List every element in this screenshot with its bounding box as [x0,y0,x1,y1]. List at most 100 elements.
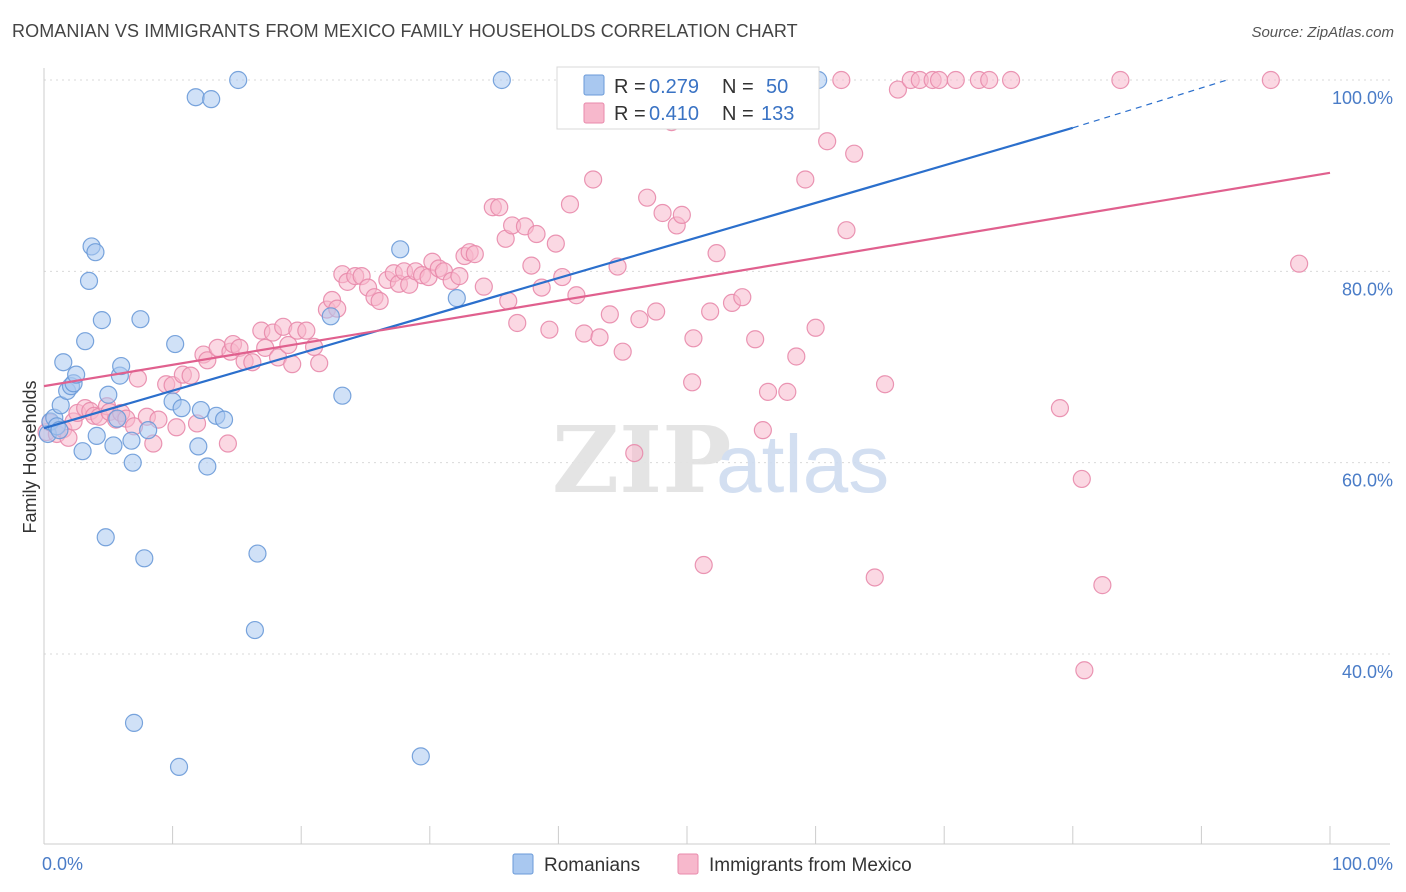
romanians-point [198,457,217,476]
romanians-point [202,90,221,109]
mexico-point [638,188,657,207]
mexico-point [832,70,851,90]
romanians-point [172,399,191,418]
bottom-legend-swatch-romanians [512,853,534,875]
romanians-point [191,400,210,420]
romanians-point [229,70,248,90]
romanians-point [73,442,92,461]
romanians-point [96,528,115,547]
x-tick-label: 100.0% [1332,854,1393,874]
romanians-point [166,334,185,354]
legend-r-value-1: 0.279 [649,76,699,98]
bottom-legend-romanians: Romanians [544,855,640,876]
mexico-trend-line [43,171,1331,388]
trend-lines [43,79,1331,430]
romanians-trend-extension [1072,79,1228,129]
mexico-point [625,444,644,463]
romanians-point [245,620,265,640]
y-tick-label: 60.0% [1342,471,1393,491]
mexico-point [450,267,469,286]
romanians-point [54,353,73,372]
mexico-point [1050,399,1070,418]
watermark-zip: ZIP [552,406,731,514]
mexico-point [297,321,316,340]
mexico-point [753,421,772,440]
romanians-point [86,243,105,262]
chart-title: ROMANIAN VS IMMIGRANTS FROM MEXICO FAMIL… [12,21,798,41]
mexico-point [508,313,527,333]
mexico-point [647,302,666,321]
mexico-point [701,302,720,321]
romanians-point [99,385,118,404]
mexico-point [584,170,603,189]
romanians-point [67,365,86,384]
mexico-point [590,328,609,347]
romanians-point [87,426,106,445]
mexico-point [1290,254,1309,273]
mexico-point [613,342,632,361]
mexico-point [630,310,649,329]
legend-r-label-2: R = [614,103,646,125]
mexico-point [527,224,546,244]
mexico-point [218,434,237,453]
mexico-point [567,286,586,305]
bottom-legend-mexico: Immigrants from Mexico [709,855,912,876]
mexico-point [694,555,713,575]
romanians-point [135,549,154,568]
y-tick-label: 80.0% [1342,279,1393,299]
romanians-point [333,386,352,405]
romanians-trend-line [43,126,1074,430]
y-axis-label: Family Households [20,380,40,533]
mexico-point [167,418,186,437]
mexico-point [796,170,815,189]
mexico-point [980,70,999,90]
series-legend: Romanians Immigrants from Mexico [512,853,912,876]
mexico-point [875,375,895,394]
mexico-point [806,318,825,337]
romanians-point [391,240,410,259]
mexico-point [707,244,726,263]
mexico-point [560,195,580,214]
watermark: ZIP atlas [552,406,889,514]
romanians-point [108,409,127,428]
mexico-point [746,330,765,349]
romanians-point [124,713,144,732]
romanians-point [214,410,234,429]
mexico-point [683,373,702,392]
mexico-point [787,347,806,366]
mexico-point [684,329,703,348]
mexico-point [1001,70,1021,90]
watermark-atlas: atlas [716,419,889,510]
mexico-point [465,245,484,264]
x-tick-label: 0.0% [42,854,83,874]
romanians-point [131,310,150,329]
mexico-point [888,80,908,99]
legend-r-label-1: R = [614,76,646,98]
mexico-point [540,320,559,339]
mexico-point [575,324,594,343]
mexico-point [1093,576,1112,595]
stats-legend: R = 0.279 N = 50 R = 0.410 N = 133 [556,66,820,130]
romanians-point [122,431,141,450]
bottom-legend-swatch-mexico [677,853,699,875]
data-points [37,70,1309,776]
mexico-point [546,234,565,253]
legend-n-value-2: 133 [761,103,794,125]
legend-r-value-2: 0.410 [649,103,699,125]
mexico-point [1111,70,1130,90]
romanians-point [112,356,131,376]
romanians-point [411,747,430,766]
mexico-point [845,144,864,163]
romanians-point [123,453,142,472]
romanians-point [189,437,208,456]
mexico-point [600,305,619,324]
legend-n-label-2: N = [722,103,754,125]
source-label: Source: ZipAtlas.com [1251,24,1394,41]
y-tick-label: 100.0% [1332,88,1393,108]
legend-n-value-1: 50 [766,76,788,98]
mexico-point [865,568,884,587]
y-tick-label: 40.0% [1342,662,1393,682]
romanians-point [248,544,267,563]
mexico-point [946,70,965,90]
